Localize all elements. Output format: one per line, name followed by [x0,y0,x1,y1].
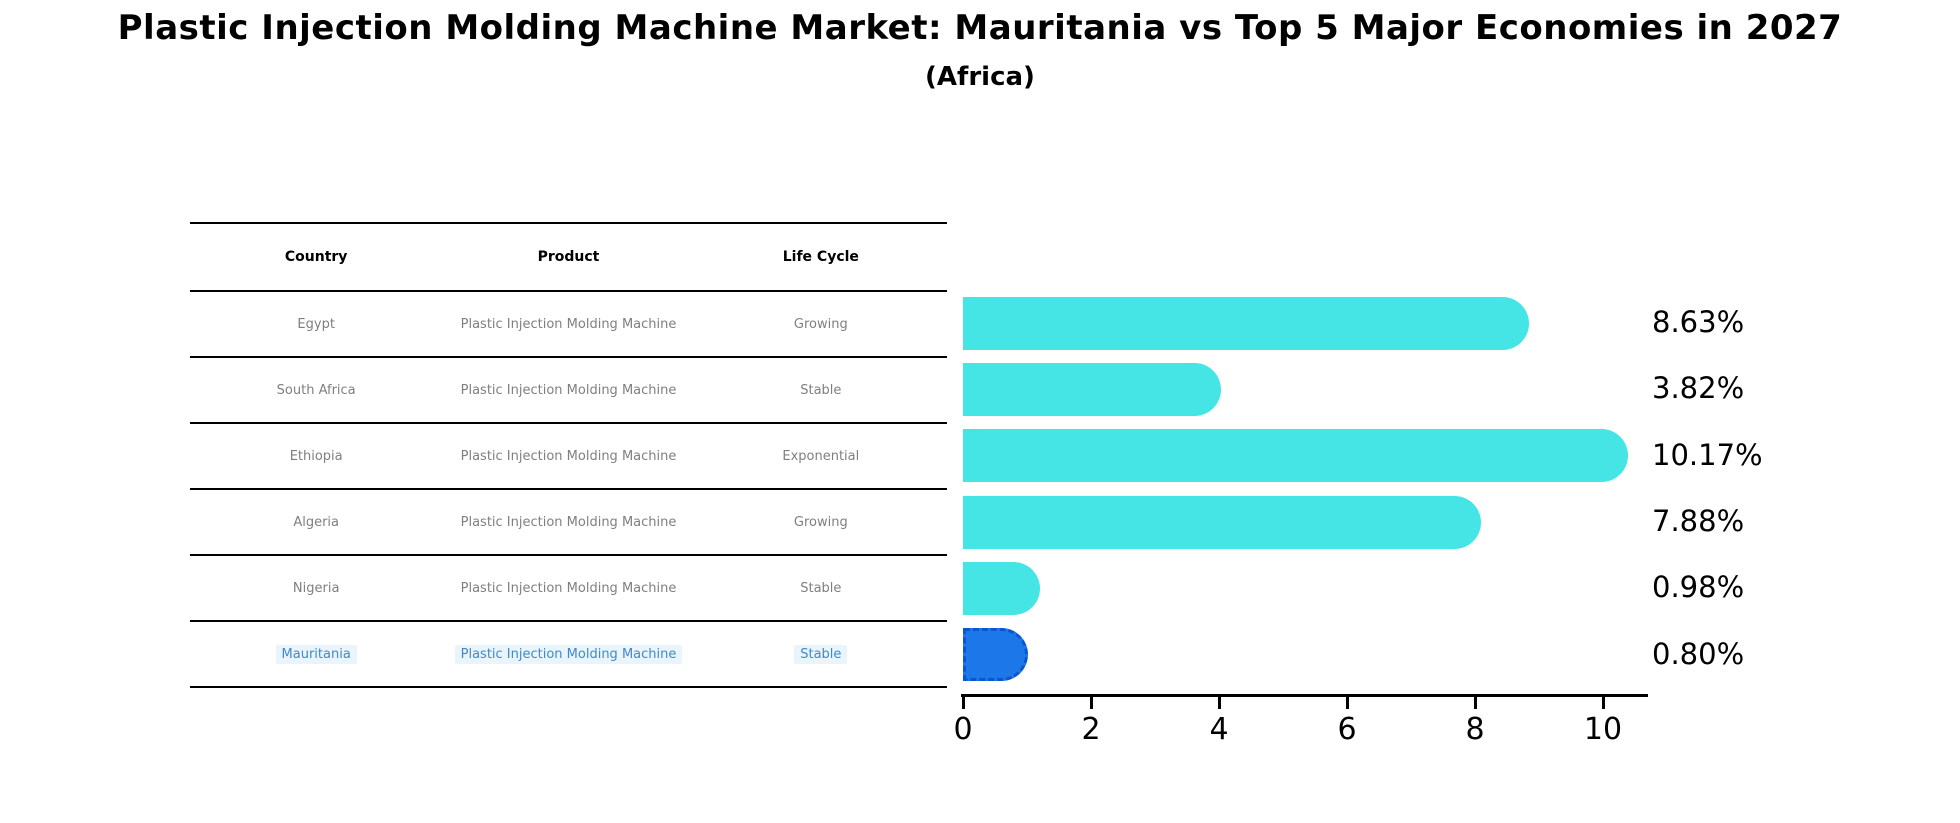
product-cell-text: Plastic Injection Molding Machine [460,382,677,398]
product-cell: Plastic Injection Molding Machine [442,423,694,489]
product-cell: Plastic Injection Molding Machine [442,357,694,423]
x-tick-mark [1217,697,1221,709]
product-cell: Plastic Injection Molding Machine [442,555,694,621]
x-tick-label: 6 [1337,712,1357,747]
table-header: Country Product Life Cycle [190,223,947,291]
country-cell: Ethiopia [190,423,442,489]
country-cell: South Africa [190,357,442,423]
chart-subtitle: (Africa) [925,62,1035,92]
country-cell-text: Ethiopia [289,448,343,464]
bar-algeria [963,495,1482,549]
life-cycle-cell-text: Exponential [782,448,860,464]
country-cell: Algeria [190,489,442,555]
product-cell: Plastic Injection Molding Machine [442,621,694,687]
life-cycle-cell-text: Growing [793,514,848,530]
life-cycle-cell: Exponential [695,423,947,489]
x-tick-label: 2 [1081,712,1101,747]
life-cycle-cell-text: Stable [794,644,848,664]
bar-plot-area [963,290,1663,690]
life-cycle-cell: Stable [695,621,947,687]
x-tick-label: 4 [1209,712,1229,747]
value-label: 0.80% [1652,636,1745,671]
column-header-product: Product [537,249,600,265]
x-axis-line [961,694,1648,697]
x-tick-mark [1473,697,1477,709]
x-tick-label: 8 [1465,712,1485,747]
life-cycle-cell: Growing [695,291,947,357]
x-tick-mark [961,697,965,709]
country-cell-text: Mauritania [275,644,357,664]
value-label: 8.63% [1652,305,1745,340]
table-row: Mauritania Plastic Injection Molding Mach… [190,621,947,687]
column-header-country: Country [284,249,348,265]
country-cell-text: Nigeria [292,580,340,596]
bar-egypt [963,296,1530,350]
country-cell: Nigeria [190,555,442,621]
value-label: 0.98% [1652,570,1745,605]
x-tick-mark [1089,697,1093,709]
life-cycle-cell-text: Stable [800,382,842,398]
bar-highlighted-mauritania [963,628,1029,682]
life-cycle-cell-text: Growing [793,316,848,332]
product-cell-text: Plastic Injection Molding Machine [460,316,677,332]
product-cell: Plastic Injection Molding Machine [442,489,694,555]
table-body: Egypt Plastic Injection Molding Machine Gr… [190,291,947,687]
country-cell-text: Algeria [293,514,339,530]
country-cell: Mauritania [190,621,442,687]
x-tick-mark [1601,697,1605,709]
value-label: 10.17% [1652,437,1763,472]
table-row: Ethiopia Plastic Injection Molding Machin… [190,423,947,489]
product-cell: Plastic Injection Molding Machine [442,291,694,357]
country-table: Country Product Life Cycle Egypt Plastic … [190,222,947,688]
bar-south-africa [963,362,1222,416]
product-cell-text: Plastic Injection Molding Machine [460,580,677,596]
bar-nigeria [963,561,1040,615]
life-cycle-cell: Growing [695,489,947,555]
table-header-row: Country Product Life Cycle [190,223,947,291]
x-tick-label: 10 [1583,712,1623,747]
life-cycle-cell: Stable [695,357,947,423]
chart-title: Plastic Injection Molding Machine Market… [117,8,1843,48]
product-cell-text: Plastic Injection Molding Machine [460,448,677,464]
life-cycle-cell-text: Stable [800,580,842,596]
column-header-life-cycle: Life Cycle [782,249,859,265]
life-cycle-cell: Stable [695,555,947,621]
product-cell-text: Plastic Injection Molding Machine [454,644,683,664]
x-tick-mark [1345,697,1349,709]
country-cell-text: South Africa [276,382,356,398]
table-row: Egypt Plastic Injection Molding Machine Gr… [190,291,947,357]
table-row: South Africa Plastic Injection Molding Ma… [190,357,947,423]
value-label: 3.82% [1652,371,1745,406]
x-tick-label: 0 [953,712,973,747]
table-row: Algeria Plastic Injection Molding Machine… [190,489,947,555]
bar-ethiopia [963,429,1628,483]
country-cell-text: Egypt [297,316,335,332]
product-cell-text: Plastic Injection Molding Machine [460,514,677,530]
table-row: Nigeria Plastic Injection Molding Machine… [190,555,947,621]
country-cell: Egypt [190,291,442,357]
value-label: 7.88% [1652,504,1745,539]
